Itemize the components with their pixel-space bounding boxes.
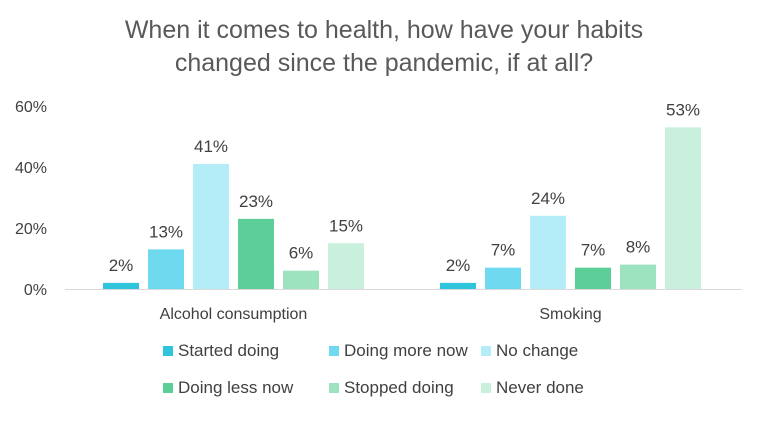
bar: [148, 249, 184, 289]
data-label: 6%: [289, 244, 314, 263]
bar: [485, 267, 521, 289]
data-label: 7%: [491, 241, 516, 260]
data-label: 13%: [149, 222, 183, 241]
data-label: 7%: [581, 241, 606, 260]
legend-swatch: [163, 383, 173, 393]
legend-swatch: [481, 383, 491, 393]
legend-label: No change: [496, 341, 579, 360]
chart-legend: Started doing Doing more now No change Doin…: [163, 340, 603, 399]
data-label: 23%: [239, 192, 273, 211]
chart-title-line-2: changed since the pandemic, if at all?: [174, 49, 594, 77]
legend-swatch: [163, 346, 173, 356]
data-label: 53%: [666, 100, 700, 119]
y-tick-label: 40%: [15, 160, 47, 177]
bar: [440, 282, 476, 289]
bar: [238, 218, 274, 289]
data-label: 2%: [446, 256, 471, 275]
bar: [530, 215, 566, 289]
legend-item: Doing less now: [163, 377, 329, 399]
legend-label: Doing less now: [178, 378, 294, 397]
legend-swatch: [481, 346, 491, 356]
bar-chart-plot: 0% 20% 40% 60% 2% 13% 41% 23% 6% 15% Alcohol consu…: [15, 99, 742, 323]
data-label: 24%: [531, 189, 565, 208]
legend-label: Stopped doing: [344, 378, 454, 397]
y-tick-label: 20%: [15, 221, 47, 238]
legend-item: No change: [481, 340, 601, 362]
legend-item: Never done: [481, 377, 601, 399]
legend-label: Never done: [496, 378, 584, 397]
y-tick-label: 60%: [15, 99, 47, 116]
legend-item: Doing more now: [329, 340, 481, 362]
bar: [103, 282, 139, 289]
legend-swatch: [329, 383, 339, 393]
bar: [193, 163, 229, 289]
legend-label: Started doing: [178, 341, 280, 360]
data-label: 41%: [194, 137, 228, 156]
data-label: 8%: [626, 238, 651, 257]
x-category-label: Alcohol consumption: [160, 306, 308, 323]
legend-label: Doing more now: [344, 341, 468, 360]
bar: [575, 267, 611, 289]
data-label: 15%: [329, 216, 363, 235]
bar: [283, 270, 319, 289]
chart-title-line-1: When it comes to health, how have your h…: [124, 16, 644, 44]
bar: [665, 127, 701, 289]
data-label: 2%: [109, 256, 134, 275]
bar: [328, 243, 364, 289]
y-tick-label: 0%: [24, 282, 47, 299]
x-category-label: Smoking: [539, 306, 601, 323]
chart-title: When it comes to health, how have your h…: [0, 14, 768, 80]
legend-item: Started doing: [163, 340, 329, 362]
legend-swatch: [329, 346, 339, 356]
bar: [620, 264, 656, 289]
legend-item: Stopped doing: [329, 377, 481, 399]
